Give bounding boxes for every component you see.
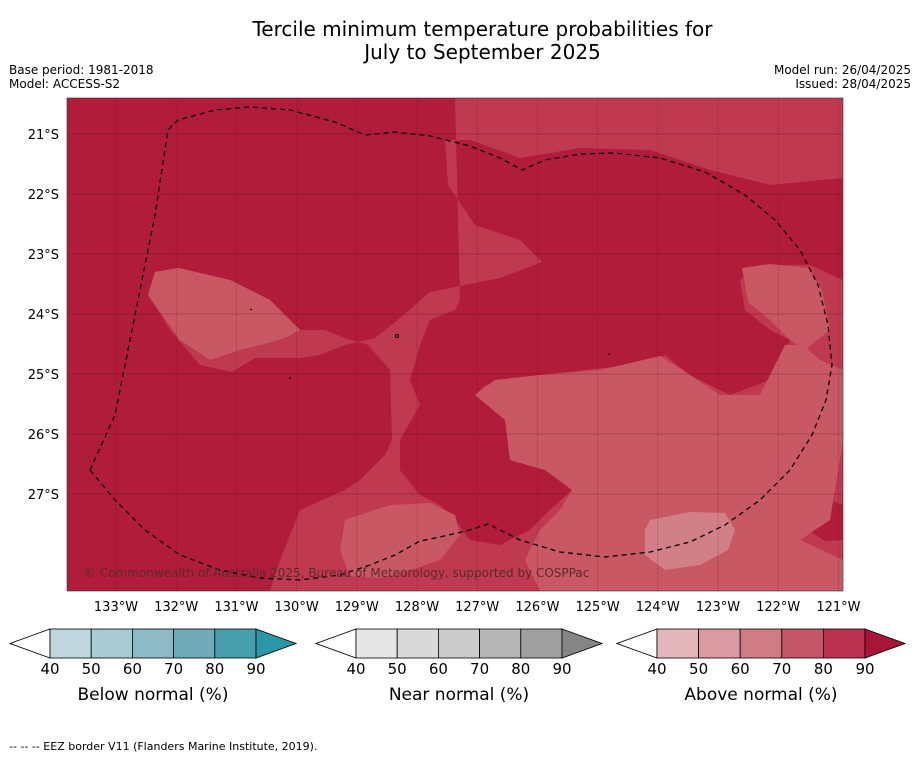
longitude-label: 126°W: [515, 600, 559, 615]
colorbar-tick-label: 90: [552, 660, 571, 675]
legend-near-normal: 40 50 60 70 80 90 Near normal (%): [314, 627, 604, 717]
map-fill: [67, 98, 843, 591]
legend-below-normal: 40 50 60 70 80 90 Below normal (%): [8, 627, 298, 717]
latitude-label: 24°S: [28, 308, 59, 323]
colorbar-under-triangle: [314, 628, 357, 659]
colorbar-tick-label: 60: [123, 660, 142, 675]
legend-label-above: Above normal (%): [684, 685, 838, 705]
region-50-60: [645, 512, 735, 570]
colorbar-above-normal: 40 50 60 70 80 90: [615, 628, 907, 678]
title-line-2: July to September 2025: [364, 40, 601, 64]
colorbar-near-normal: 40 50 60 70 80 90: [314, 628, 604, 678]
colorbar-tick-label: 50: [82, 660, 101, 675]
longitude-label: 133°W: [94, 600, 138, 615]
colorbar-under-triangle: [615, 628, 658, 659]
colorbar-bin: [214, 628, 257, 659]
latitude-label: 25°S: [28, 368, 59, 383]
longitude-labels: 133°W 132°W 131°W 130°W 129°W 128°W 127°W 126°W…: [94, 600, 861, 615]
colorbar-tick-label: 40: [346, 660, 365, 675]
model-name: Model: ACCESS-S2: [9, 77, 121, 91]
colorbar-tick-label: 60: [429, 660, 448, 675]
colorbar-over-triangle: [864, 628, 907, 659]
colorbar-under-triangle: [8, 628, 51, 659]
colorbar-over-triangle: [561, 628, 604, 659]
latitude-label: 23°S: [28, 248, 59, 263]
colorbar-tick-label: 80: [814, 660, 833, 675]
legend-above-normal: 40 50 60 70 80 90 Above normal (%): [615, 627, 907, 717]
colorbar-bin: [656, 628, 699, 659]
colorbar-bin: [698, 628, 741, 659]
legend-label-below: Below normal (%): [77, 685, 229, 705]
map-grid: [67, 98, 843, 591]
map-frame: [66, 97, 844, 592]
colorbar-tick-label: 70: [164, 660, 183, 675]
base-period: Base period: 1981-2018: [9, 63, 154, 77]
colorbar-bin: [438, 628, 481, 659]
latitude-labels: 21°S 22°S 23°S 24°S 25°S 26°S 27°S: [28, 128, 59, 503]
colorbar-bin: [49, 628, 92, 659]
model-run: Model run: 26/04/2025: [773, 63, 911, 77]
longitude-label: 131°W: [214, 600, 258, 615]
colorbar-tick-label: 70: [470, 660, 489, 675]
colorbar-tick-label: 80: [511, 660, 530, 675]
region-60-70-bottom: [340, 503, 460, 578]
colorbar-tick-label: 90: [246, 660, 265, 675]
colorbar-tick-label: 50: [689, 660, 708, 675]
colorbar-bin: [781, 628, 824, 659]
colorbar-bin: [520, 628, 563, 659]
colorbar-bin: [173, 628, 216, 659]
latitude-label: 27°S: [28, 488, 59, 503]
longitude-label: 127°W: [455, 600, 499, 615]
colorbar-tick-label: 80: [205, 660, 224, 675]
colorbar-over-triangle: [255, 628, 298, 659]
colorbar-tick-label: 40: [647, 660, 666, 675]
meta-left: Base period: 1981-2018 Model: ACCESS-S2: [9, 63, 154, 91]
longitude-label: 124°W: [636, 600, 680, 615]
latitude-label: 26°S: [28, 428, 59, 443]
meta-right: Model run: 26/04/2025 Issued: 28/04/2025: [774, 63, 911, 91]
colorbar-tick-label: 70: [772, 660, 791, 675]
eez-border: [89, 106, 833, 581]
colorbar-tick-label: 50: [388, 660, 407, 675]
colorbar-bin: [90, 628, 133, 659]
island-marks: [249, 308, 610, 379]
colorbar-below-normal: 40 50 60 70 80 90: [8, 628, 298, 678]
longitude-label: 130°W: [275, 600, 319, 615]
colorbar-bin: [739, 628, 783, 659]
region-60-70-center: [475, 345, 843, 591]
colorbar-bin: [355, 628, 398, 659]
title-line-1: Tercile minimum temperature probabilitie…: [252, 17, 713, 41]
colorbar-tick-label: 60: [731, 660, 750, 675]
latitude-label: 21°S: [28, 128, 59, 143]
colorbar-bin: [479, 628, 522, 659]
longitude-label: 125°W: [576, 600, 620, 615]
map-title: Tercile minimum temperature probabilitie…: [0, 18, 919, 64]
longitude-label: 129°W: [335, 600, 379, 615]
colorbar-bin: [396, 628, 439, 659]
longitude-label: 132°W: [154, 600, 198, 615]
latitude-label: 22°S: [28, 188, 59, 203]
longitude-label: 122°W: [756, 600, 800, 615]
longitude-label: 123°W: [696, 600, 740, 615]
colorbar-bin: [132, 628, 175, 659]
colorbar-bin: [822, 628, 866, 659]
eez-footnote: -- -- -- EEZ border V11 (Flanders Marine…: [9, 740, 318, 753]
copyright-notice: © Commonwealth of Australia 2025, Bureau…: [84, 566, 589, 580]
longitude-label: 128°W: [395, 600, 439, 615]
legend-label-near: Near normal (%): [388, 685, 530, 705]
issued-date: Issued: 28/04/2025: [795, 77, 911, 91]
probability-map: © Commonwealth of Australia 2025, Bureau…: [28, 97, 861, 615]
longitude-label: 121°W: [816, 600, 860, 615]
colorbar-tick-label: 90: [855, 660, 874, 675]
region-60-70-right-top: [742, 264, 830, 350]
colorbar-tick-label: 40: [40, 660, 59, 675]
